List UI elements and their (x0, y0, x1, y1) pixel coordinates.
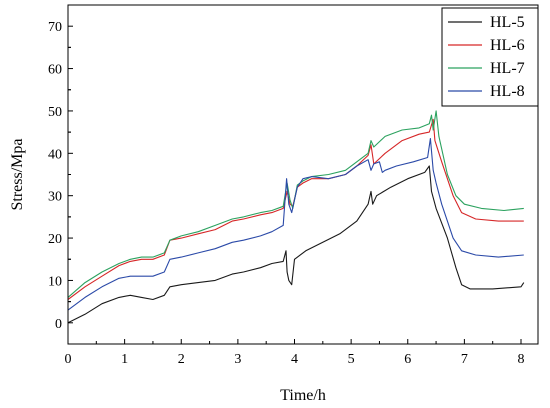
y-tick-label: 40 (48, 147, 62, 162)
legend-label: HL-6 (490, 37, 525, 54)
y-tick-label: 10 (48, 274, 62, 289)
series-line-hl-8 (67, 137, 524, 311)
y-tick-label: 30 (48, 190, 62, 205)
y-tick-label: 70 (48, 20, 62, 35)
y-tick-label: 50 (48, 105, 62, 120)
x-tick-label: 5 (348, 352, 355, 367)
legend: HL-5 HL-6 HL-7 HL-8 (441, 7, 539, 107)
series-line-hl-7 (67, 110, 524, 298)
y-axis-ticks: 0 10 20 30 40 50 60 70 (48, 20, 73, 332)
series-layer (67, 110, 525, 324)
legend-label: HL-8 (490, 83, 525, 100)
legend-label: HL-7 (490, 60, 525, 77)
y-tick-label: 60 (48, 63, 62, 78)
x-tick-label: 0 (65, 352, 72, 367)
x-tick-label: 7 (461, 352, 468, 367)
x-tick-label: 8 (518, 352, 525, 367)
x-tick-label: 1 (121, 352, 128, 367)
x-axis-ticks: 0 1 2 3 4 5 6 7 8 (65, 339, 525, 367)
x-axis-label: Time/h (280, 387, 326, 404)
series-line-hl-5 (67, 165, 525, 324)
x-tick-label: 4 (291, 352, 298, 367)
x-tick-label: 6 (404, 352, 411, 367)
y-axis-label: Stress/Mpa (9, 139, 26, 211)
y-tick-label: 20 (48, 232, 62, 247)
legend-label: HL-5 (490, 14, 525, 31)
legend-box (441, 7, 539, 107)
x-tick-label: 2 (178, 352, 185, 367)
y-tick-label: 0 (55, 317, 62, 332)
x-tick-label: 3 (234, 352, 241, 367)
